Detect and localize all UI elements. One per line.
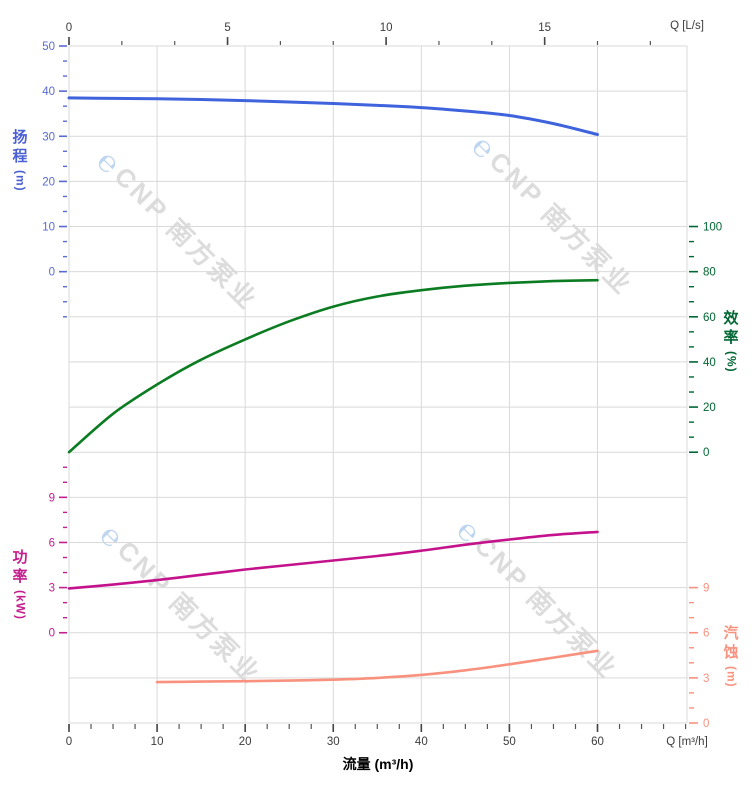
top-axis-tick-label: 5 [224,22,230,34]
axis-title-char: 率 [12,568,28,585]
efficiency-axis-title-text: 效率 [719,309,743,347]
npsh-axis-title-text: 汽蚀 [719,624,743,662]
head-axis-unit: (m) [13,170,28,192]
axis-title-char: 功 [12,549,28,566]
head-axis-tick-label: 10 [42,222,55,234]
bottom-axis-tick-label: 60 [591,736,604,748]
axis-title-char: 程 [12,148,28,165]
axis-title-char: 蚀 [723,644,739,661]
bottom-axis-unit-label: Q [m³/h] [666,736,708,748]
npsh-axis-tick-label: 0 [703,718,709,730]
efficiency-axis-tick-label: 100 [703,222,722,234]
power-axis-title: 功率 (kW) [8,548,32,620]
npsh-axis-tick-label: 9 [703,583,709,595]
npsh-axis-tick-label: 3 [703,673,709,685]
head-axis-tick-label: 30 [42,131,55,143]
top-axis-unit-label: Q [L/s] [670,20,704,32]
bottom-axis-tick-label: 10 [151,736,164,748]
bottom-axis-tick-label: 0 [66,736,72,748]
efficiency-axis-unit: (%) [724,351,739,373]
head-axis-tick-label: 0 [49,267,55,279]
efficiency-axis-title: 效率 (%) [719,309,743,373]
head-axis-tick-label: 20 [42,176,55,188]
head-axis-tick-label: 40 [42,86,55,98]
axis-title-char: 率 [723,329,739,346]
efficiency-axis-tick-label: 60 [703,312,716,324]
bottom-axis-tick-label: 20 [239,736,252,748]
npsh-axis-tick-label: 6 [703,628,709,640]
power-axis-title-text: 功率 [8,548,32,586]
head-curve [67,96,599,136]
power-curve [67,530,599,590]
efficiency-curve [67,278,599,454]
bottom-axis-tick-label: 40 [415,736,428,748]
top-axis-tick-label: 0 [66,22,72,34]
bottom-axis-tick-label: 30 [327,736,340,748]
head-axis-title: 扬程 (m) [8,128,32,192]
power-axis-tick-label: 6 [49,537,55,549]
efficiency-axis-tick-label: 0 [703,447,709,459]
power-axis-tick-label: 9 [49,492,55,504]
axis-title-char: 效 [723,310,739,327]
bottom-axis-tick-label: 50 [503,736,516,748]
head-axis-tick-label: 50 [42,41,55,53]
power-axis-tick-label: 0 [49,628,55,640]
top-axis-tick-label: 10 [380,22,393,34]
top-axis-tick-label: 15 [538,22,551,34]
npsh-curve [155,649,599,684]
axis-title-char: 扬 [12,129,28,146]
efficiency-axis-tick-label: 40 [703,357,716,369]
power-axis-unit: (kW) [13,590,28,620]
bottom-axis-title: 流量 (m³/h) [342,756,414,772]
npsh-axis-unit: (m) [724,666,739,688]
head-axis-title-text: 扬程 [8,128,32,166]
efficiency-axis-tick-label: 80 [703,267,716,279]
efficiency-axis-tick-label: 20 [703,402,716,414]
npsh-axis-title: 汽蚀 (m) [719,624,743,688]
power-axis-tick-label: 3 [49,583,55,595]
axis-title-char: 汽 [723,625,739,642]
